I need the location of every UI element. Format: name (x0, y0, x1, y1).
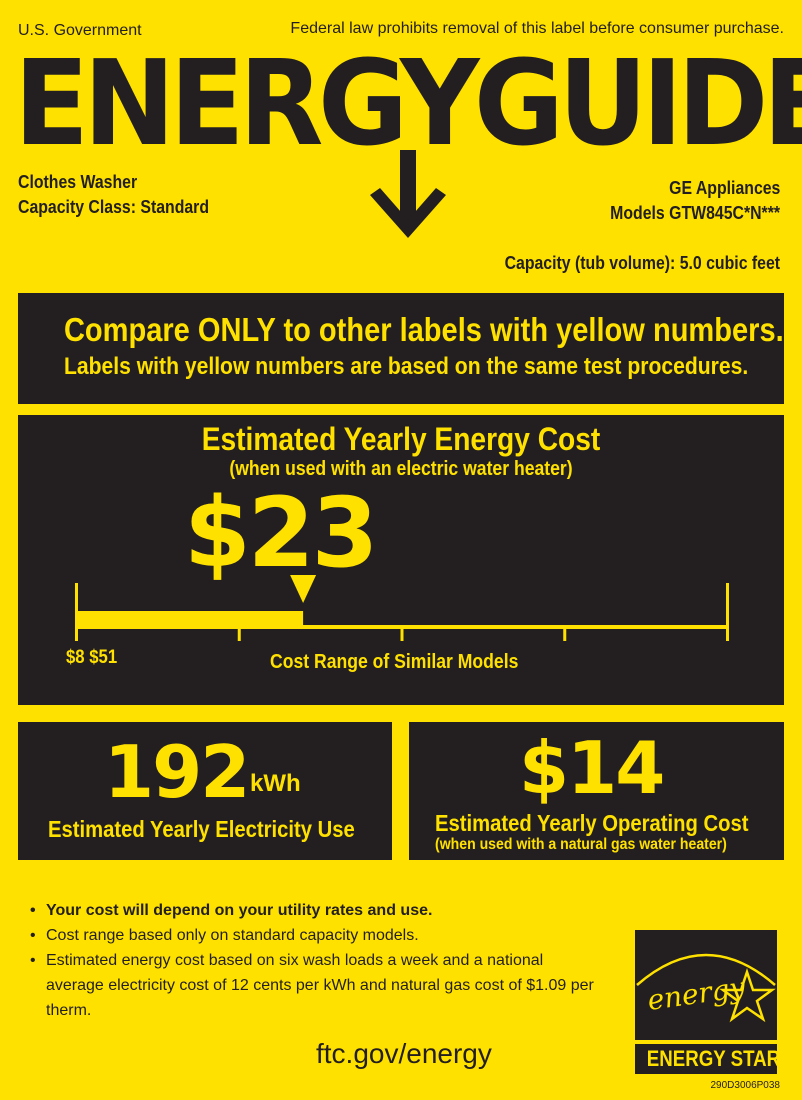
note-item: Estimated energy cost based on six wash … (30, 948, 600, 1023)
electricity-use-panel: 192 kWh Estimated Yearly Electricity Use (18, 722, 392, 860)
note-item: Your cost will depend on your utility ra… (30, 898, 600, 923)
operating-cost-value: $14 (519, 726, 665, 810)
compare-panel: Compare ONLY to other labels with yellow… (18, 293, 784, 404)
cost-marker-triangle (290, 575, 317, 603)
compare-subline: Labels with yellow numbers are based on … (63, 353, 749, 380)
electricity-value: 192 (104, 730, 250, 814)
range-end-tick (726, 583, 729, 641)
range-tick (563, 627, 567, 641)
operating-cost-panel: $14 Estimated Yearly Operating Cost (whe… (409, 722, 784, 860)
yearly-cost-subtitle: (when used with an electric water heater… (229, 458, 573, 480)
government-label: U.S. Government (18, 22, 142, 39)
range-values: $8 $51 (66, 647, 118, 668)
electricity-label: Estimated Yearly Electricity Use (48, 816, 355, 842)
range-tick (237, 627, 241, 641)
yearly-cost-panel: Estimated Yearly Energy Cost (when used … (18, 415, 784, 705)
electricity-unit: kWh (250, 770, 301, 797)
brand: GE Appliances (668, 178, 780, 198)
ftc-url[interactable]: ftc.gov/energy (316, 1038, 492, 1069)
svg-text:energy: energy (645, 970, 748, 1017)
notes-list: Your cost will depend on your utility ra… (30, 898, 600, 1023)
capacity: Capacity (tub volume): 5.0 cubic feet (504, 253, 780, 273)
yearly-cost-value: $23 (184, 477, 378, 589)
capacity-class: Capacity Class: Standard (18, 197, 210, 217)
model-numbers: Models GTW845C*N*** (610, 203, 780, 223)
arrow-down-icon (370, 150, 446, 238)
energy-star-text: ENERGY STAR (635, 1044, 777, 1074)
note-item: Cost range based only on standard capaci… (30, 923, 600, 948)
energyguide-title: ENERGYGUIDE (14, 34, 802, 172)
range-start-tick (75, 583, 78, 641)
compare-headline: Compare ONLY to other labels with yellow… (63, 311, 784, 348)
energy-star-icon: energy (635, 930, 777, 1040)
yearly-cost-title: Estimated Yearly Energy Cost (201, 421, 601, 457)
removal-notice: Federal law prohibits removal of this la… (290, 20, 784, 37)
appliance-type: Clothes Washer (18, 172, 138, 192)
operating-cost-label: Estimated Yearly Operating Cost (435, 810, 749, 836)
label-code: 290D3006P038 (710, 1080, 780, 1091)
range-fill-bar (76, 611, 304, 627)
energy-star-logo: energy ENERGY STAR (635, 930, 777, 1075)
operating-cost-sublabel: (when used with a natural gas water heat… (435, 836, 727, 853)
range-tick (400, 627, 404, 641)
range-caption: Cost Range of Similar Models (270, 651, 519, 673)
cost-range-scale (75, 575, 729, 641)
